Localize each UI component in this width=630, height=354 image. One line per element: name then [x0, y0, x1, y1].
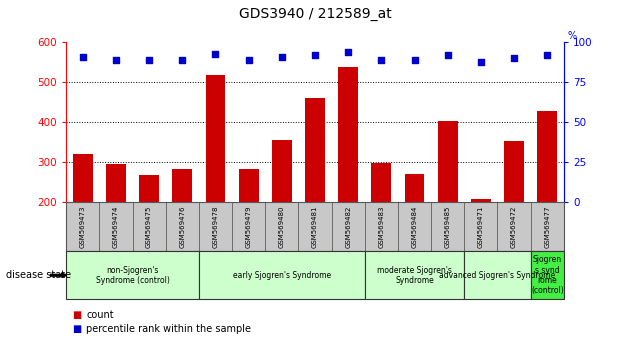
Text: GSM569474: GSM569474 — [113, 206, 119, 248]
Bar — [398, 202, 431, 251]
Point — [509, 56, 519, 61]
Text: moderate Sjogren's
Syndrome: moderate Sjogren's Syndrome — [377, 266, 452, 285]
Text: GSM569483: GSM569483 — [379, 206, 384, 248]
Bar — [199, 251, 365, 299]
Point — [244, 57, 254, 63]
Bar — [438, 121, 457, 281]
Point — [77, 54, 88, 59]
Point — [177, 57, 187, 63]
Bar — [173, 169, 192, 281]
Bar — [404, 174, 425, 281]
Bar — [299, 202, 331, 251]
Text: GSM569471: GSM569471 — [478, 206, 484, 248]
Bar — [305, 98, 325, 281]
Point — [210, 51, 220, 56]
Bar — [132, 202, 166, 251]
Text: GSM569476: GSM569476 — [180, 206, 185, 248]
Text: GSM569477: GSM569477 — [544, 206, 550, 248]
Point — [542, 52, 553, 58]
Bar — [166, 202, 199, 251]
Text: GSM569478: GSM569478 — [212, 206, 219, 248]
Bar — [464, 202, 498, 251]
Text: ■: ■ — [72, 324, 82, 334]
Text: GSM569485: GSM569485 — [445, 206, 450, 248]
Point — [410, 57, 420, 63]
Bar — [232, 202, 265, 251]
Bar — [73, 154, 93, 281]
Text: GSM569479: GSM569479 — [246, 206, 251, 248]
Bar — [530, 251, 564, 299]
Bar — [504, 141, 524, 281]
Bar — [66, 202, 100, 251]
Bar — [139, 175, 159, 281]
Text: ■: ■ — [72, 310, 82, 320]
Bar — [498, 202, 530, 251]
Text: GSM569481: GSM569481 — [312, 206, 318, 248]
Bar — [331, 202, 365, 251]
Bar — [272, 140, 292, 281]
Text: GSM569472: GSM569472 — [511, 206, 517, 248]
Bar — [205, 75, 226, 281]
Text: GSM569480: GSM569480 — [279, 206, 285, 248]
Text: GDS3940 / 212589_at: GDS3940 / 212589_at — [239, 7, 391, 21]
Text: count: count — [86, 310, 114, 320]
Bar — [365, 251, 464, 299]
Text: early Sjogren's Syndrome: early Sjogren's Syndrome — [232, 271, 331, 280]
Bar — [471, 199, 491, 281]
Text: GSM569473: GSM569473 — [80, 206, 86, 248]
Text: GSM569484: GSM569484 — [411, 206, 418, 248]
Bar — [530, 202, 564, 251]
Bar — [338, 67, 358, 281]
Text: %: % — [567, 31, 576, 41]
Point — [277, 54, 287, 59]
Bar — [66, 251, 199, 299]
Text: GSM569475: GSM569475 — [146, 206, 152, 248]
Bar — [365, 202, 398, 251]
Bar — [265, 202, 299, 251]
Point — [310, 52, 320, 58]
Text: GSM569482: GSM569482 — [345, 206, 351, 248]
Bar — [199, 202, 232, 251]
Bar — [431, 202, 464, 251]
Point — [376, 57, 386, 63]
Bar — [464, 251, 530, 299]
Bar — [100, 202, 132, 251]
Point — [111, 57, 121, 63]
Point — [144, 57, 154, 63]
Text: Sjogren
s synd
rome
(control): Sjogren s synd rome (control) — [531, 255, 564, 295]
Text: advanced Sjogren's Syndrome: advanced Sjogren's Syndrome — [440, 271, 556, 280]
Bar — [372, 163, 391, 281]
Point — [443, 52, 453, 58]
Point — [343, 49, 353, 55]
Bar — [239, 169, 258, 281]
Text: percentile rank within the sample: percentile rank within the sample — [86, 324, 251, 334]
Bar — [106, 164, 126, 281]
Point — [476, 59, 486, 64]
Text: disease state: disease state — [6, 270, 71, 280]
Bar — [537, 112, 557, 281]
Text: non-Sjogren's
Syndrome (control): non-Sjogren's Syndrome (control) — [96, 266, 169, 285]
